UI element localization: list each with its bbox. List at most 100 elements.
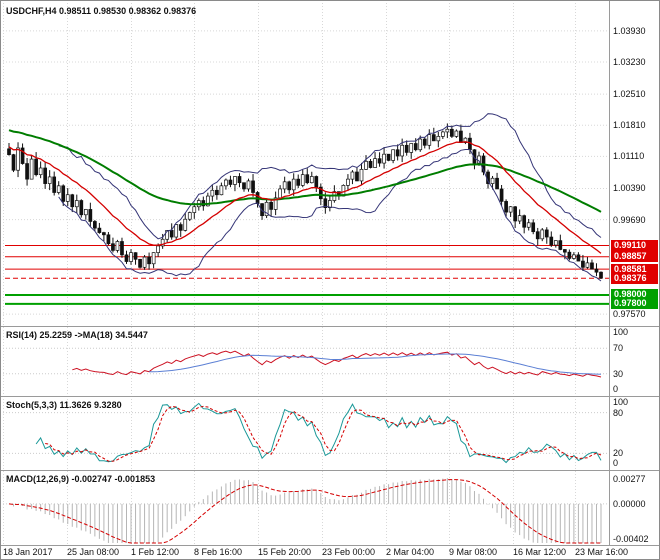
candle-body <box>97 227 102 233</box>
time-axis-label: 8 Feb 16:00 <box>194 547 243 557</box>
candle-body <box>102 232 106 236</box>
candle-body <box>29 158 34 180</box>
candle-body <box>124 254 129 262</box>
candle-body <box>517 215 522 222</box>
candle-body <box>233 176 237 185</box>
candle-body <box>142 256 147 268</box>
time-axis-label: 1 Feb 12:00 <box>131 547 180 557</box>
candle-body <box>74 200 79 208</box>
candle-body <box>409 143 414 153</box>
candle-body <box>355 171 359 182</box>
candle-body <box>364 160 368 170</box>
candle-body <box>535 231 540 240</box>
candle-body <box>391 149 395 161</box>
candle-body <box>431 134 436 142</box>
candle-body <box>490 177 495 184</box>
price-level-badge: 0.97800 <box>611 298 658 310</box>
candle-body <box>11 154 16 171</box>
price-axis-label: 0.99690 <box>613 214 646 225</box>
stoch-indicator-header: Stoch(5,3,3) 11.3626 9.3280 <box>6 400 122 410</box>
price-level-badge: 0.99110 <box>611 240 658 251</box>
candle-body <box>106 234 111 245</box>
candle-body <box>205 195 210 207</box>
symbol-ohlc-header: USDCHF,H4 0.98511 0.98530 0.98362 0.9837… <box>6 6 197 16</box>
candle-body <box>404 144 409 153</box>
time-axis-label: 9 Mar 08:00 <box>449 547 498 557</box>
macd-signal-line <box>8 479 601 544</box>
candle-body <box>513 206 517 222</box>
candle-body <box>264 201 269 217</box>
price-level-badge: 0.98581 <box>611 263 658 275</box>
candle-body <box>219 185 224 196</box>
time-axis-label: 15 Feb 20:00 <box>258 547 312 557</box>
candle-body <box>314 176 319 188</box>
candle-body <box>20 147 25 164</box>
candle-body <box>187 212 192 220</box>
rsi-axis-label: 70 <box>613 343 624 354</box>
candle-body <box>111 243 115 251</box>
candle-body <box>549 236 554 246</box>
candle-body <box>359 168 364 182</box>
candle-body <box>156 245 160 253</box>
candle-body <box>418 138 423 151</box>
price-axis-label: 1.03930 <box>613 25 646 36</box>
candle-body <box>287 181 292 191</box>
candle-body <box>246 180 251 190</box>
candle-body <box>16 147 20 171</box>
candle-body <box>83 209 88 216</box>
candle-body <box>553 240 558 246</box>
candle-body <box>70 194 75 208</box>
candle-body <box>581 260 585 268</box>
price-axis-label: 0.97570 <box>613 309 646 320</box>
candle-body <box>323 198 328 208</box>
candle-body <box>386 153 391 161</box>
candle-body <box>93 221 97 229</box>
rsi-line <box>72 350 602 378</box>
candle-body <box>133 252 138 260</box>
rsi-indicator-header: RSI(14) 25.2259 ->MA(18) 34.5447 <box>6 330 148 340</box>
price-axis-label: 1.00390 <box>613 183 646 194</box>
candle-body <box>282 181 287 190</box>
time-axis-label: 23 Feb 00:00 <box>322 547 376 557</box>
candle-body <box>251 180 255 193</box>
candle-body <box>526 222 531 228</box>
slow-ma-line <box>8 129 602 213</box>
bollinger-upper-band <box>58 113 602 240</box>
price-axis-label: 1.02510 <box>613 89 646 100</box>
candle-body <box>544 229 549 238</box>
candle-body <box>377 158 382 164</box>
candle-body <box>504 201 508 213</box>
price-level-badge: 0.98000 <box>611 289 658 301</box>
candle-body <box>88 209 93 222</box>
candle-body <box>395 149 400 157</box>
candle-body <box>594 268 599 273</box>
price-level-badge: 0.98857 <box>611 251 658 263</box>
macd-axis-label: 0.00277 <box>613 473 646 484</box>
candle-body <box>572 254 576 259</box>
candle-body <box>463 137 468 143</box>
candle-body <box>183 218 188 231</box>
candle-body <box>43 167 48 184</box>
candle-body <box>562 249 567 253</box>
candle-body <box>422 138 427 146</box>
candle-body <box>224 179 228 187</box>
fast-ma-line <box>8 141 602 254</box>
time-axis-label: 16 Mar 12:00 <box>513 547 567 557</box>
candle-body <box>61 185 66 202</box>
candle-body <box>440 131 445 137</box>
candle-body <box>599 271 603 279</box>
candle-body <box>508 206 513 213</box>
candle-body <box>373 158 377 168</box>
candle-body <box>34 158 38 176</box>
candle-body <box>138 258 142 268</box>
candle-body <box>25 163 29 180</box>
macd-axis-label: -0.00402 <box>613 534 649 544</box>
candle-body <box>454 130 459 137</box>
rsi-axis-label: 0 <box>613 384 619 394</box>
candle-body <box>522 215 527 228</box>
candle-body <box>269 201 273 210</box>
rsi-axis-label: 30 <box>613 368 624 379</box>
candle-body <box>242 182 246 190</box>
